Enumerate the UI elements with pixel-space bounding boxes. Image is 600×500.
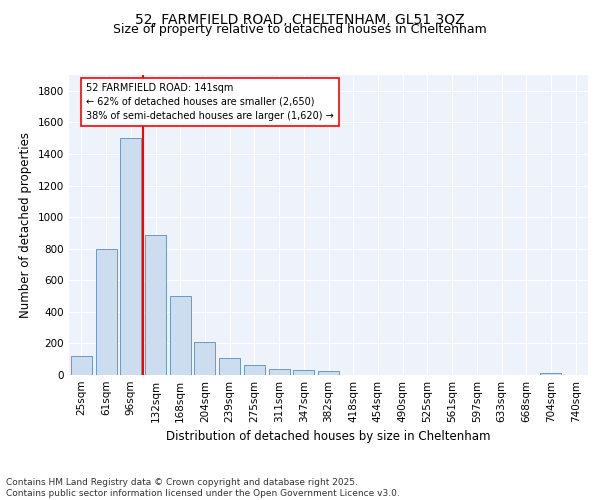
Bar — [95, 248, 116, 375]
Bar — [219, 358, 240, 375]
Bar — [244, 364, 265, 375]
Y-axis label: Number of detached properties: Number of detached properties — [19, 132, 32, 318]
X-axis label: Distribution of detached houses by size in Cheltenham: Distribution of detached houses by size … — [166, 430, 491, 444]
Bar — [145, 236, 166, 375]
Bar — [71, 356, 92, 375]
Text: Size of property relative to detached houses in Cheltenham: Size of property relative to detached ho… — [113, 24, 487, 36]
Bar — [318, 371, 339, 375]
Bar — [269, 368, 290, 375]
Bar — [120, 138, 141, 375]
Bar — [293, 370, 314, 375]
Bar — [194, 342, 215, 375]
Text: 52, FARMFIELD ROAD, CHELTENHAM, GL51 3QZ: 52, FARMFIELD ROAD, CHELTENHAM, GL51 3QZ — [135, 12, 465, 26]
Text: Contains HM Land Registry data © Crown copyright and database right 2025.
Contai: Contains HM Land Registry data © Crown c… — [6, 478, 400, 498]
Bar — [541, 372, 562, 375]
Text: 52 FARMFIELD ROAD: 141sqm
← 62% of detached houses are smaller (2,650)
38% of se: 52 FARMFIELD ROAD: 141sqm ← 62% of detac… — [86, 83, 334, 121]
Bar — [170, 296, 191, 375]
